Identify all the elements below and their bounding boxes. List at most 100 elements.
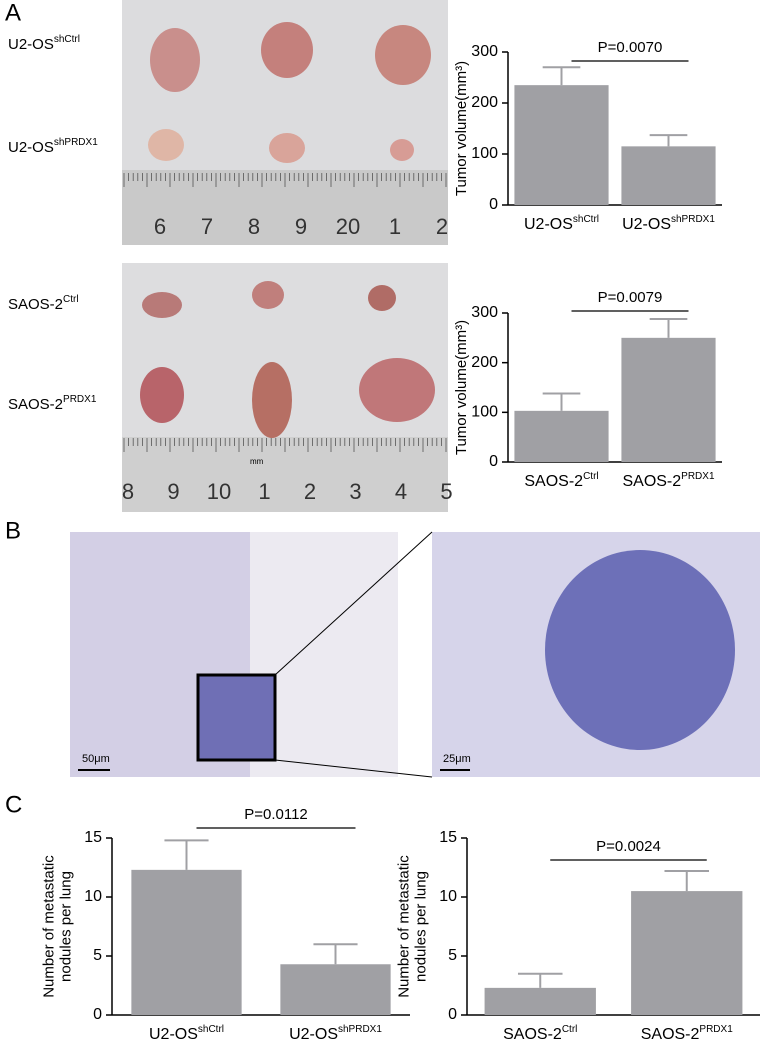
zoom-line [274,531,433,676]
tumor [252,362,292,438]
bar [621,146,716,205]
photo-label-text: U2-OS [8,36,54,53]
annotation: P=0.0079 [598,289,663,306]
y-tick-label: 15 [439,829,457,846]
x-tick-label-text: U2-OS [289,1026,338,1043]
y-tick-label: 15 [84,829,102,846]
photo-label-sup: shCtrl [54,34,80,45]
ruler-number: 5 [440,479,452,504]
error-bar [517,972,563,988]
x-tick-label: SAOS-2Ctrl [524,471,598,491]
error-bar [649,317,688,338]
x-tick-label-text: SAOS-2 [622,473,681,490]
tumor [142,292,182,318]
x-tick-label-text: SAOS-2 [503,1026,562,1043]
bar [631,891,743,1015]
ruler-number: 9 [295,214,307,239]
x-tick-label: U2-OSshPRDX1 [622,214,715,234]
y-tick-label: 5 [448,947,457,964]
tumor [148,129,184,161]
x-tick-label-text: U2-OS [524,216,573,233]
tumor [261,22,313,78]
tumor [269,133,305,163]
x-tick-label: U2-OSshPRDX1 [289,1024,382,1044]
zoom-line [274,759,433,778]
x-tick-label-text: U2-OS [622,216,671,233]
x-tick-label-text: SAOS-2 [524,473,583,490]
ruler-number: 1 [258,479,270,504]
photo-label-text: SAOS-2 [8,396,63,413]
y-tick-label: 10 [439,888,457,905]
ruler-number: 7 [201,214,213,239]
x-tick-label: SAOS-2PRDX1 [622,471,714,491]
error-bar [664,870,710,892]
y-tick-label: 200 [471,94,498,111]
ruler-number: 10 [207,479,231,504]
y-tick-label: 100 [471,404,498,421]
x-tick-label-text: SAOS-2 [641,1026,700,1043]
ruler-number: 6 [154,214,166,239]
annotation: P=0.0070 [598,39,663,56]
bar [621,337,716,462]
error-bar [313,943,358,965]
x-tick-label-sup: Ctrl [562,1024,578,1035]
bar [280,964,391,1015]
ruler-number: 2 [304,479,316,504]
y-axis-label: Number of metastatic [40,855,57,998]
y-tick-label: 300 [471,43,498,60]
x-tick-label-sup: shPRDX1 [671,214,715,225]
ruler-number: 4 [395,479,407,504]
y-axis-label: nodules per lung [57,871,74,982]
ruler-number: 8 [122,479,134,504]
ruler-number: 3 [349,479,361,504]
error-bar [649,134,688,147]
annotation: P=0.0024 [596,838,661,855]
x-tick-label-sup: PRDX1 [681,471,715,482]
x-tick-label: U2-OSshCtrl [149,1024,224,1044]
y-axis-label: nodules per lung [412,871,429,982]
ruler-unit: mm [250,457,264,466]
y-tick-label: 5 [93,947,102,964]
photo-label: U2-OSshCtrl [8,34,80,53]
bar [514,85,609,205]
tumor [368,285,396,311]
y-axis-label: Number of metastatic [395,855,412,998]
photo-label: U2-OSshPRDX1 [8,137,98,156]
ruler-number: 1 [389,214,401,239]
x-tick-label-sup: PRDX1 [699,1024,733,1035]
photo-label-text: SAOS-2 [8,296,63,313]
tumor [140,367,184,423]
x-tick-label-sup: shCtrl [573,214,599,225]
zoom-box [196,673,277,762]
bar [131,869,242,1015]
tumor [375,25,431,85]
tumor [252,281,284,309]
scale-label: 50μm [82,753,110,765]
tumor [390,139,414,161]
photo-label-text: U2-OS [8,139,54,156]
ruler-number: 2 [436,214,448,239]
y-tick-label: 0 [489,196,498,213]
x-tick-label-sup: Ctrl [583,471,599,482]
panel-label: C [5,791,22,818]
error-bar [542,392,581,411]
scale-label: 25μm [443,753,471,765]
tumor [359,358,435,422]
panel-label: B [5,517,21,544]
x-tick-label-text: U2-OS [149,1026,198,1043]
y-axis-label: Tumor volume(mm³) [453,320,470,455]
y-tick-label: 100 [471,145,498,162]
y-tick-label: 0 [93,1006,102,1023]
y-tick-label: 10 [84,888,102,905]
x-tick-label: U2-OSshCtrl [524,214,599,234]
y-tick-label: 300 [471,304,498,321]
ruler-number: 20 [336,214,360,239]
bar [514,410,609,462]
photo-label-sup: PRDX1 [63,394,97,405]
x-tick-label: SAOS-2Ctrl [503,1024,577,1044]
photo-label-sup: shPRDX1 [54,137,98,148]
nodule [545,550,735,750]
y-tick-label: 200 [471,354,498,371]
ruler-number: 9 [167,479,179,504]
